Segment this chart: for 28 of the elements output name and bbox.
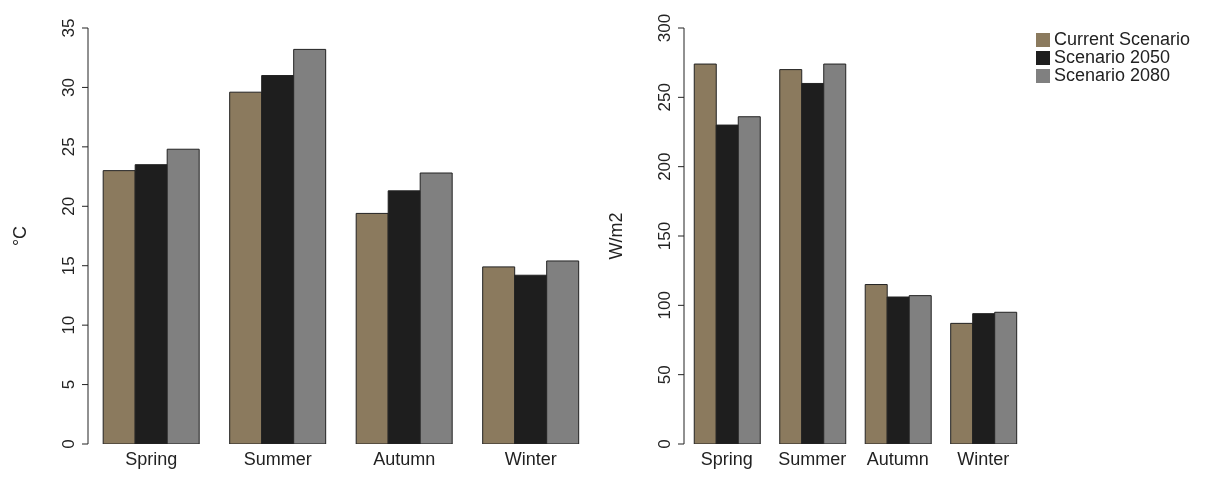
y-tick-label: 15 [59,256,78,276]
y-tick-label: 10 [59,315,78,335]
x-tick-label: Autumn [866,448,929,469]
y-tick-label: 5 [59,379,78,390]
y-tick-label: 200 [655,152,674,181]
legend-label: Current Scenario [1053,29,1190,49]
legend-label: Scenario 2080 [1053,65,1171,85]
x-tick-label: Winter [504,448,557,469]
y-tick-label: 0 [59,439,78,449]
y-tick-label: 30 [59,77,78,97]
y-tick-label: 150 [655,221,674,251]
y-tick-label: 300 [655,13,674,43]
y-tick-label: 20 [59,196,78,216]
y-tick-label: 0 [655,439,674,449]
y-tick-label: 50 [655,365,674,385]
x-tick-label: Spring [700,448,753,469]
x-tick-label: Winter [957,448,1010,469]
y-tick-label: 250 [655,83,674,112]
y-tick-label: 25 [59,137,78,157]
x-tick-label: Spring [125,448,178,469]
x-tick-label: Summer [778,448,847,469]
y-tick-label: 35 [59,18,78,38]
y-axis-title: °C [10,225,31,247]
x-tick-label: Summer [243,448,312,469]
y-axis-title: W/m2 [606,212,627,260]
legend-label: Scenario 2050 [1053,47,1171,67]
x-tick-label: Autumn [373,448,436,469]
y-tick-label: 100 [655,291,674,320]
